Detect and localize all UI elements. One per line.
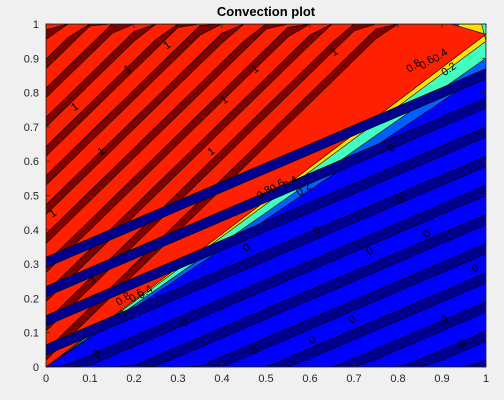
stripe-low-4 — [46, 184, 486, 367]
x-tick-label-5: 0.5 — [258, 373, 273, 385]
contour-label-29: 0 — [364, 245, 376, 258]
contour-label-28: 0 — [346, 313, 358, 326]
stripe-high-6 — [46, 24, 486, 186]
contour-label-33: 0 — [439, 313, 451, 326]
stripe-high-2 — [46, 24, 486, 303]
stripe-low-8 — [46, 301, 486, 367]
x-tick-label-8: 0.8 — [390, 373, 405, 385]
stripe-high-1 — [46, 24, 486, 332]
x-tick-label-2: 0.2 — [126, 373, 141, 385]
x-tick-label-10: 1 — [483, 373, 489, 385]
contour-label-4: 1 — [118, 306, 130, 319]
contour-label-8: 1 — [219, 94, 231, 107]
contour-label-27: 0 — [311, 224, 323, 237]
stripe-high-7 — [46, 24, 486, 157]
contour-label-7: 1 — [206, 145, 218, 158]
stripe-low-1 — [46, 97, 486, 298]
contour-label-3: 1 — [87, 272, 99, 285]
x-tick-label-9: 0.9 — [434, 373, 449, 385]
y-tick-label-5: 0.5 — [24, 191, 39, 203]
chart-title: Convection plot — [217, 4, 316, 19]
x-tick-label-1: 0.1 — [82, 373, 97, 385]
contour-label-1: 1 — [69, 101, 81, 114]
contour-label-2: 1 — [96, 145, 108, 158]
x-tick-label-6: 0.6 — [302, 373, 317, 385]
contour-label-0: 1 — [47, 207, 59, 220]
contour-label-30: 0 — [386, 142, 398, 155]
contour-label-23: 0 — [179, 317, 191, 330]
y-tick-label-0: 0 — [33, 362, 39, 374]
contour-label-26: 0 — [307, 334, 319, 347]
contour-label-31: 0 — [395, 193, 407, 206]
contour-label-35: 0 — [470, 262, 482, 275]
y-tick-label-9: 0.9 — [24, 53, 39, 65]
stripe-low-5 — [46, 214, 486, 367]
x-tick-label-0: 0 — [43, 373, 49, 385]
stripe-high-0 — [46, 24, 486, 361]
contour-label-10: 1 — [329, 46, 341, 59]
stripe-low-2 — [46, 126, 486, 327]
x-tick-label-7: 0.7 — [346, 373, 361, 385]
contour-label-9: 1 — [250, 63, 262, 76]
stripe-low-7 — [46, 272, 486, 367]
stripe-low-0 — [46, 68, 486, 268]
contour-label-25: 0 — [250, 344, 262, 357]
stripe-low-6 — [46, 243, 486, 367]
contour-label-24: 0 — [241, 241, 253, 254]
stripe-high-3 — [46, 24, 486, 274]
x-tick-label-4: 0.4 — [214, 373, 229, 385]
y-tick-label-8: 0.8 — [24, 88, 39, 100]
x-tick-label-3: 0.3 — [170, 373, 185, 385]
y-tick-label-6: 0.6 — [24, 156, 39, 168]
y-tick-label-2: 0.2 — [24, 293, 39, 305]
contour-label-22: 0 — [91, 348, 103, 361]
y-tick-label-4: 0.4 — [24, 225, 39, 237]
y-tick-label-10: 1 — [33, 19, 39, 31]
contour-label-34: 0 — [456, 337, 468, 350]
stripe-high-4 — [46, 24, 486, 244]
y-tick-label-3: 0.3 — [24, 259, 39, 271]
stripe-high-5 — [46, 24, 486, 215]
stripe-low-3 — [46, 155, 486, 356]
y-tick-label-7: 0.7 — [24, 122, 39, 134]
contour-label-32: 0 — [421, 228, 433, 241]
y-tick-label-1: 0.1 — [24, 328, 39, 340]
contour-label-5: 1 — [122, 63, 134, 76]
contour-label-6: 1 — [162, 39, 174, 52]
